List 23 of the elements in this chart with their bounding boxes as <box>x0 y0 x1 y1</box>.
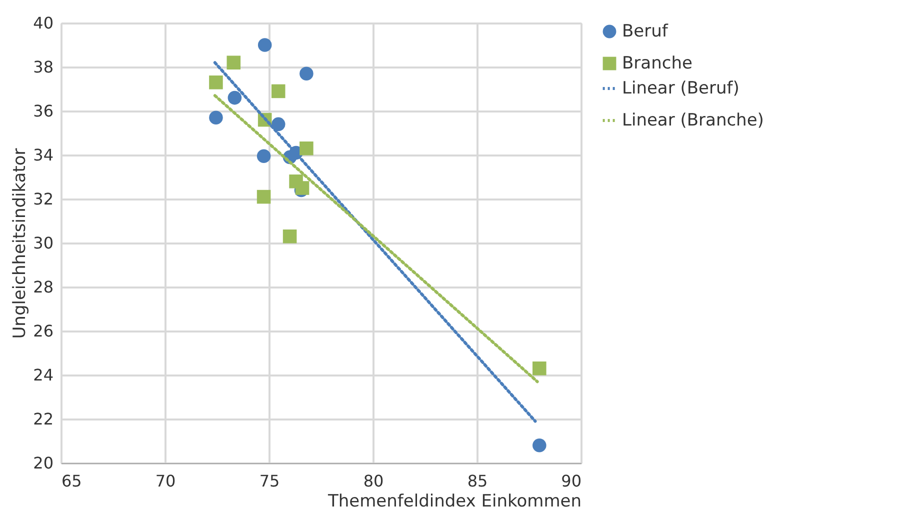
legend-label: Branche <box>622 54 692 74</box>
y-tick-label: 38 <box>33 58 54 76</box>
y-tick-label: 24 <box>33 366 54 384</box>
legend-label: Linear (Beruf) <box>622 78 740 98</box>
legend-label: Beruf <box>622 22 669 42</box>
x-axis-title: Themenfeldindex Einkommen <box>326 492 582 512</box>
x-tick-label: 75 <box>259 472 280 490</box>
x-tick-label: 65 <box>62 472 82 490</box>
x-tick-label: 80 <box>363 472 384 490</box>
y-tick-label: 26 <box>33 322 54 340</box>
y-tick-label: 28 <box>33 278 54 296</box>
y-tick-label: 36 <box>33 102 54 120</box>
y-tick-label: 20 <box>33 454 54 472</box>
legend-label: Linear (Branche) <box>622 110 764 130</box>
y-tick-label: 40 <box>33 14 54 32</box>
y-tick-label: 34 <box>33 146 54 164</box>
y-tick-label: 32 <box>33 190 54 208</box>
x-tick-label: 90 <box>561 472 582 490</box>
y-tick-label: 30 <box>33 234 54 252</box>
x-tick-label: 85 <box>467 472 488 490</box>
y-axis-title: Ungleichheitsindikator <box>10 148 30 339</box>
x-tick-label: 70 <box>155 472 176 490</box>
y-tick-label: 22 <box>33 410 54 428</box>
